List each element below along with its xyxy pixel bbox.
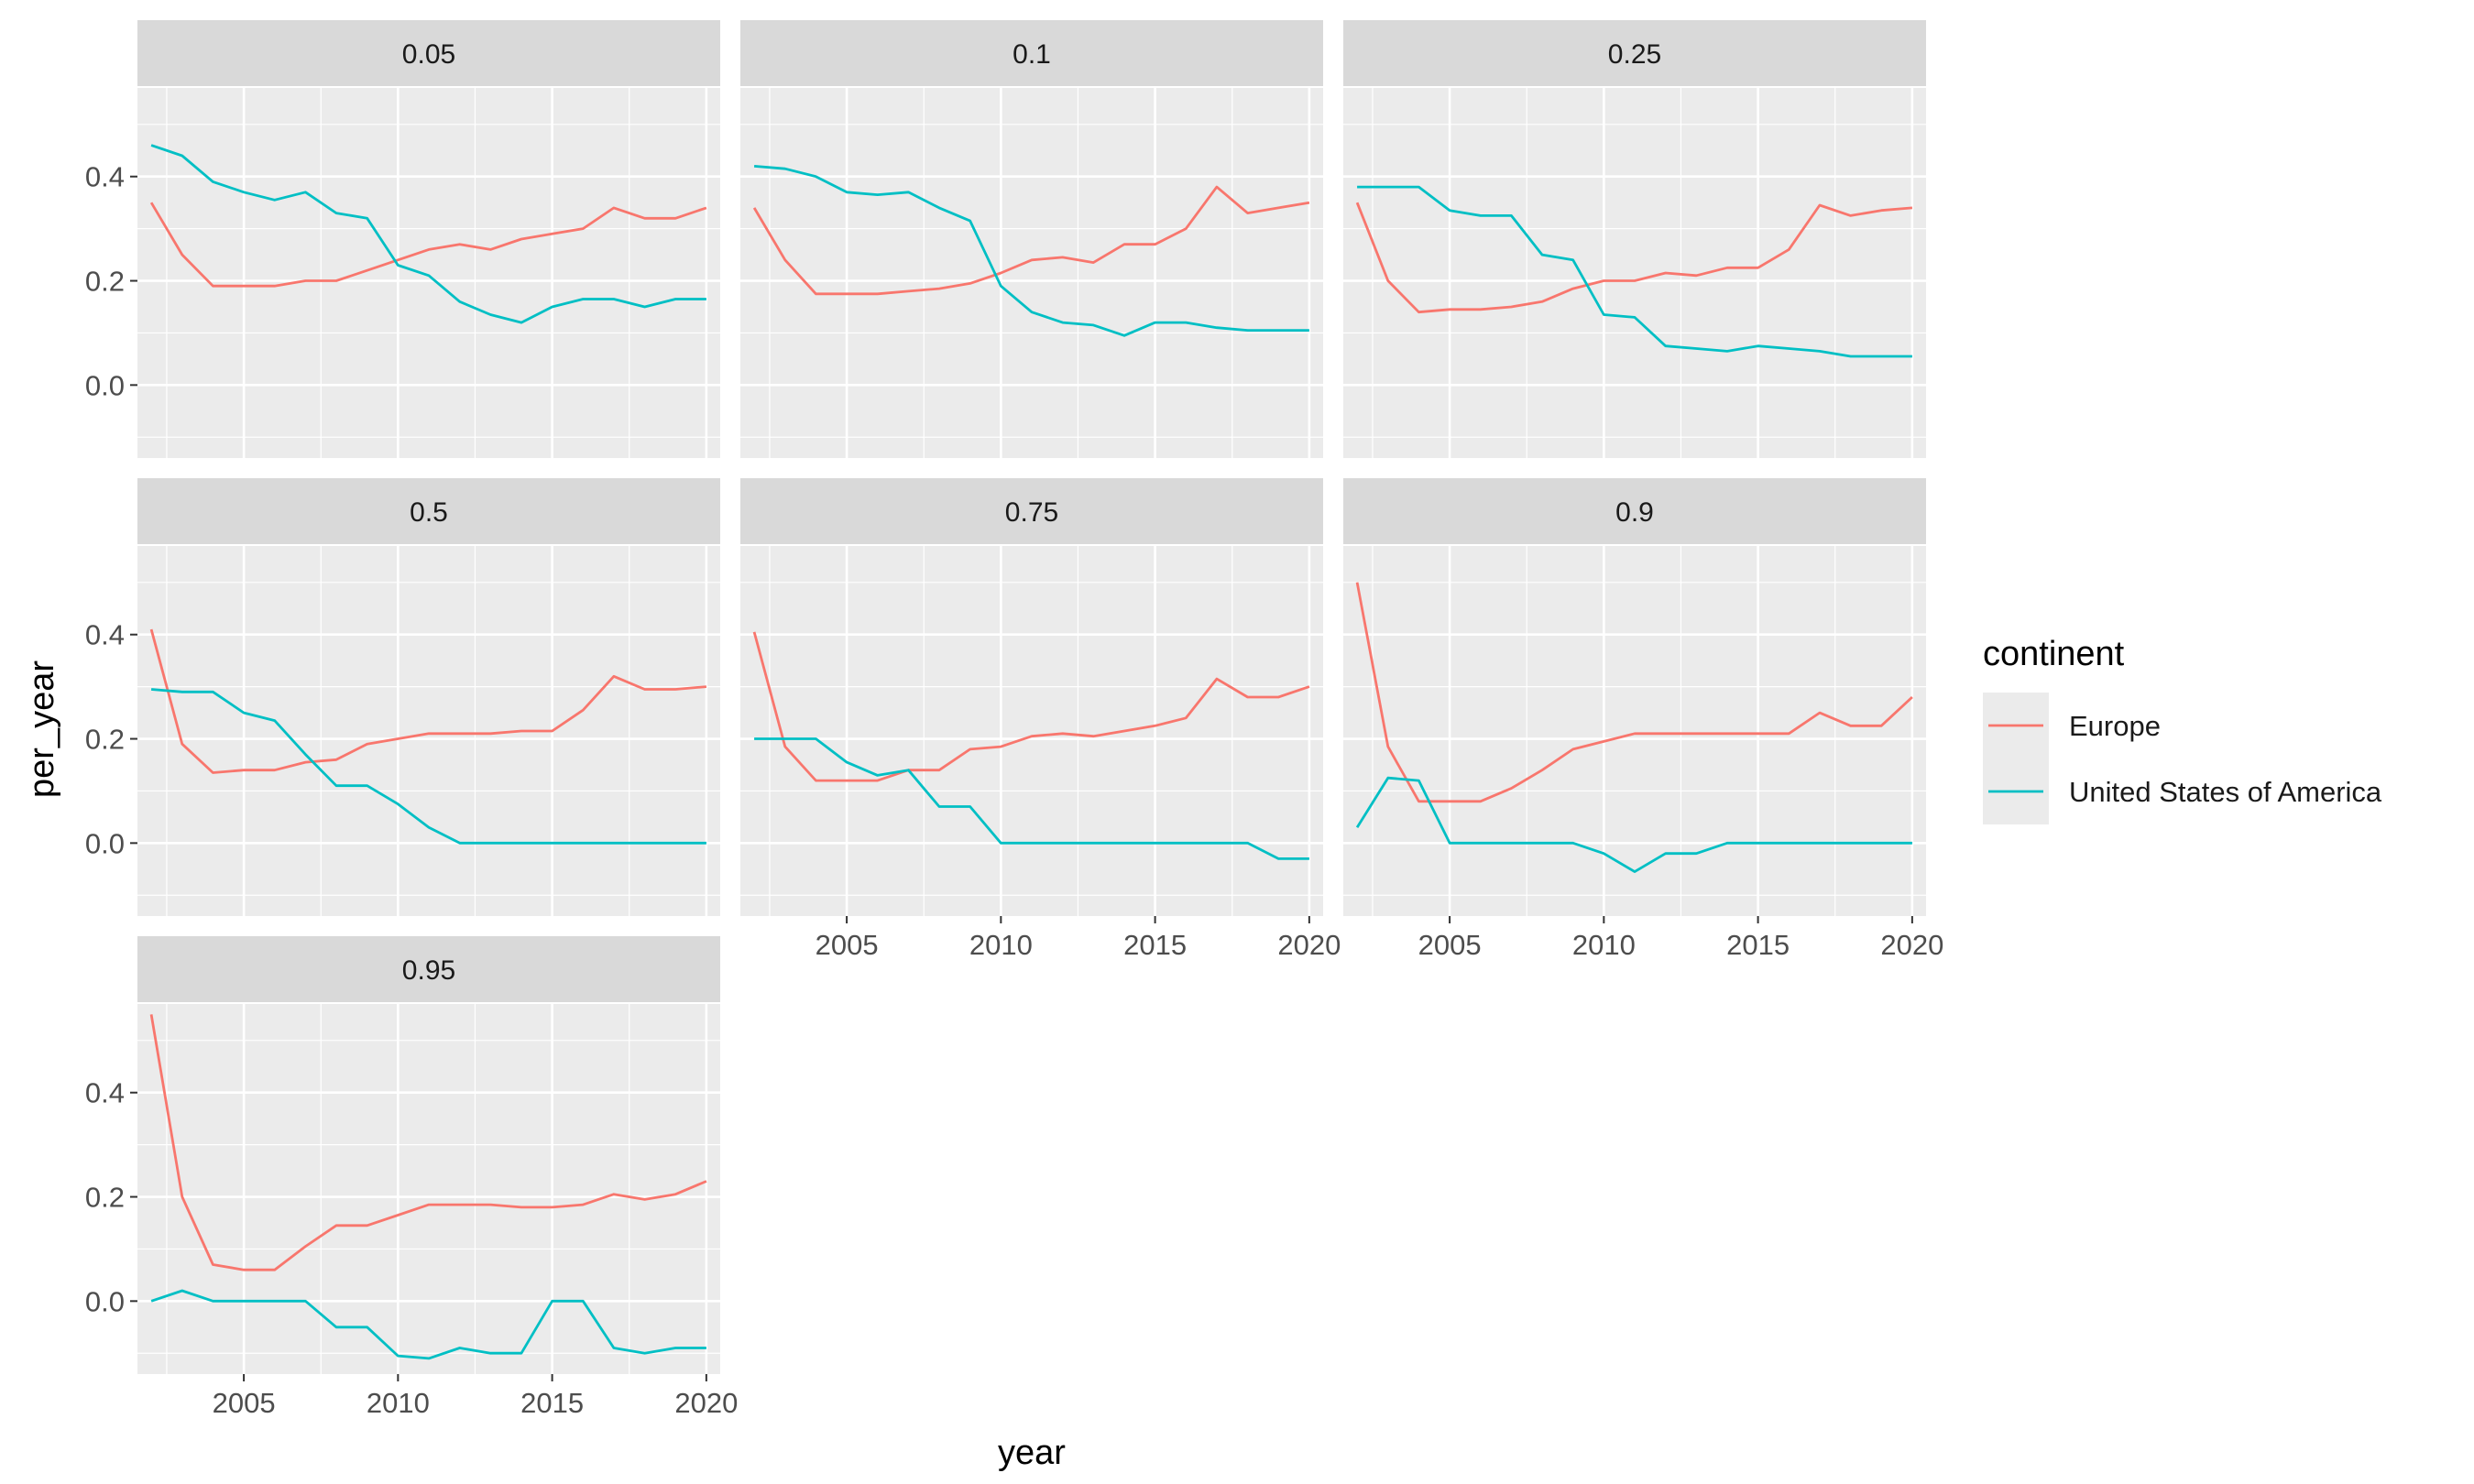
facet-panel-0_25: 0.25 xyxy=(1343,20,1926,458)
series-line-europe xyxy=(752,185,1310,296)
y-tick-label: 0.0 xyxy=(85,369,125,401)
facet-strip xyxy=(1343,478,1926,544)
y-axis-title: per_year xyxy=(23,660,61,798)
facet-strip-label: 0.05 xyxy=(402,39,455,70)
panel-background xyxy=(740,88,1323,458)
legend-label: United States of America xyxy=(2069,776,2382,808)
y-tick-label: 0.4 xyxy=(85,619,125,651)
series-line-europe xyxy=(1355,202,1913,314)
series-line-united-states-of-america xyxy=(150,144,706,324)
facet-panel-0_95: 0.95 0.0 0.2 0.4 2005 2010 2015 2020 xyxy=(85,936,738,1419)
facet-strip-label: 0.75 xyxy=(1005,497,1058,528)
facet-strip-label: 0.25 xyxy=(1608,39,1661,70)
facet-panel-0_5: 0.5 0.0 0.2 0.4 xyxy=(85,478,720,916)
y-tick-label: 0.2 xyxy=(85,266,125,298)
facet-panel-0_9: 0.9 2005 2010 2015 2020 xyxy=(1343,478,1943,961)
series-line-europe xyxy=(1355,582,1913,803)
legend: continent Europe United States of America xyxy=(1983,635,2382,824)
series-line-united-states-of-america xyxy=(1355,776,1912,873)
panel-background xyxy=(137,546,720,916)
facet-strip xyxy=(1343,20,1926,86)
facet-panel-0_1: 0.1 xyxy=(740,20,1323,458)
facet-strip xyxy=(137,20,720,86)
series-line-united-states-of-america xyxy=(753,165,1309,337)
x-tick-label: 2010 xyxy=(367,1387,430,1419)
legend-title: continent xyxy=(1983,635,2125,673)
facet-strip-label: 0.5 xyxy=(410,497,448,528)
facet-strip xyxy=(137,936,720,1002)
panel-background xyxy=(137,88,720,458)
series-line-europe xyxy=(149,628,707,774)
x-tick-label: 2005 xyxy=(1418,929,1482,961)
panel-background xyxy=(137,1004,720,1374)
series-line-united-states-of-america xyxy=(150,1289,706,1360)
series-line-united-states-of-america xyxy=(150,688,706,845)
y-tick-label: 0.2 xyxy=(85,1182,125,1214)
facet-strip xyxy=(740,478,1323,544)
series-line-united-states-of-america xyxy=(754,737,1309,860)
x-tick-label: 2005 xyxy=(816,929,879,961)
facet-panel-0_05: 0.05 0.0 0.2 0.4 xyxy=(85,20,720,458)
series-line-europe xyxy=(149,202,707,288)
facet-strip xyxy=(740,20,1323,86)
y-tick-label: 0.0 xyxy=(85,1285,125,1317)
panel-background xyxy=(1343,88,1926,458)
x-axis-title: year xyxy=(998,1434,1066,1472)
series-line-united-states-of-america xyxy=(1357,185,1912,358)
x-tick-label: 2020 xyxy=(674,1387,738,1419)
x-tick-label: 2020 xyxy=(1277,929,1341,961)
y-tick-label: 0.4 xyxy=(85,161,125,193)
x-tick-label: 2020 xyxy=(1880,929,1943,961)
x-tick-label: 2015 xyxy=(1726,929,1790,961)
facet-strip-label: 0.9 xyxy=(1615,497,1654,528)
series-line-europe xyxy=(149,1014,707,1271)
facet-strip-label: 0.1 xyxy=(1013,39,1051,70)
panel-background xyxy=(740,546,1323,916)
panel-background xyxy=(1343,546,1926,916)
y-tick-label: 0.0 xyxy=(85,827,125,859)
y-tick-label: 0.2 xyxy=(85,724,125,756)
y-tick-label: 0.4 xyxy=(85,1077,125,1109)
facet-strip xyxy=(137,478,720,544)
series-line-europe xyxy=(752,631,1310,782)
x-tick-label: 2015 xyxy=(520,1387,584,1419)
legend-label: Europe xyxy=(2069,710,2161,742)
facet-panel-0_75: 0.75 2005 2010 2015 2020 xyxy=(740,478,1341,961)
facet-strip-label: 0.95 xyxy=(402,955,455,986)
x-tick-label: 2005 xyxy=(213,1387,276,1419)
x-tick-label: 2010 xyxy=(1572,929,1636,961)
x-tick-label: 2015 xyxy=(1123,929,1187,961)
x-tick-label: 2010 xyxy=(969,929,1033,961)
